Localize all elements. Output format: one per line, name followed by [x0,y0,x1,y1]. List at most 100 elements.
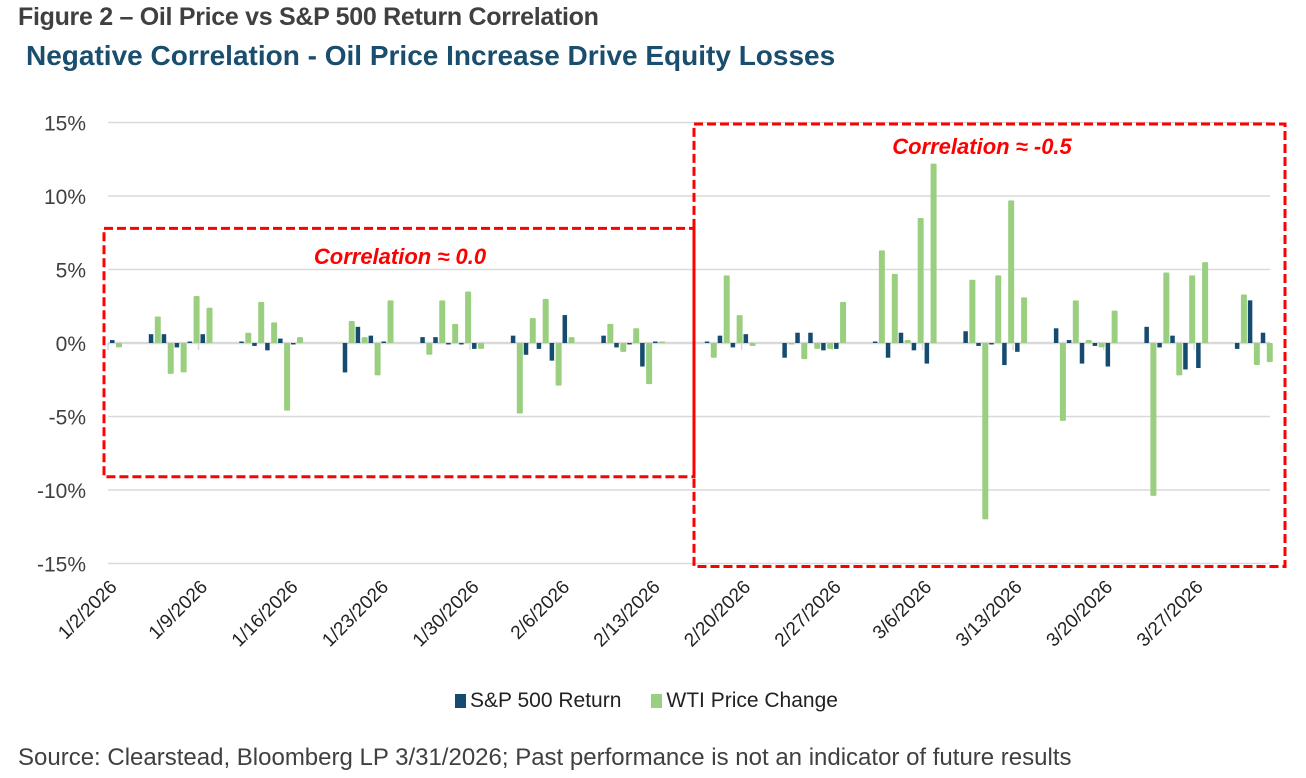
figure-title: Figure 2 – Oil Price vs S&P 500 Return C… [18,3,599,31]
bar-wti [607,323,614,343]
bar-sp500 [976,343,981,346]
bar-sp500 [989,343,994,345]
bar-sp500 [627,343,632,345]
bar-sp500 [1247,300,1253,343]
bar-wti [1189,275,1196,343]
bar-wti [840,301,847,343]
bar-wti [633,328,640,343]
bar-sp500 [963,331,968,343]
bar-sp500 [924,343,930,364]
bar-wti [917,218,924,343]
bar-wti [659,341,666,343]
bar-sp500 [653,341,658,343]
bar-wti [555,343,562,386]
chart-subtitle: Negative Correlation - Oil Price Increas… [26,40,836,71]
bar-wti [736,315,743,343]
bar-wti [930,163,937,343]
bar-sp500 [536,343,542,349]
bar-wti [258,301,265,343]
bar-wti [827,343,834,349]
bar-wti [801,343,808,360]
legend-label-sp500: S&P 500 Return [470,689,622,712]
bar-wti [749,343,756,346]
y-tick-label: 10% [44,186,86,209]
bar-wti [167,343,174,374]
bar-wti [116,343,122,348]
bar-sp500 [446,343,451,345]
y-tick-label: -5% [49,407,86,430]
annotation-box [692,122,1287,568]
bar-sp500 [472,343,477,349]
x-tick-label: 2/20/2026 [680,577,755,652]
bar-sp500 [161,334,167,343]
x-tick-label: 1/23/2026 [318,577,393,652]
legend-swatch-wti [651,694,663,708]
bar-sp500 [368,335,374,343]
bar-wti [904,340,911,343]
bar-sp500 [523,343,529,355]
x-tick-label: 3/27/2026 [1133,577,1208,652]
bar-sp500 [239,341,244,343]
x-tick-label: 2/6/2026 [507,577,574,644]
bar-sp500 [342,343,348,373]
bar-wti [348,320,355,343]
bar-sp500 [821,343,826,351]
bar-sp500 [355,326,361,343]
bar-sp500 [640,343,645,367]
legend-item-wti: WTI Price Change [651,689,838,713]
annotation-label: Correlation ≈ 0.0 [314,244,487,269]
x-tick-label: 1/2/2026 [54,577,121,644]
bar-sp500 [704,341,710,343]
bar-sp500 [1183,343,1188,370]
bar-sp500 [808,332,813,343]
bar-sp500 [1157,343,1162,348]
bars [110,163,1273,520]
annotations: Correlation ≈ 0.0 Correlation ≈ -0.5 [102,122,1287,568]
bar-wti [878,250,885,343]
x-tick-label: 3/13/2026 [952,577,1027,652]
y-tick-label: -10% [37,480,86,503]
bar-sp500 [1234,343,1240,349]
bar-sp500 [200,334,206,343]
bar-wti [284,343,291,411]
bar-wti [439,300,446,343]
annotation-box [102,226,696,479]
bar-wti [465,291,472,343]
bar-wti [710,343,717,358]
bar-wti [620,343,627,352]
bar-sp500 [911,343,917,351]
bar-wti [788,343,795,345]
bar-wti [1072,300,1079,343]
legend-label-wti: WTI Price Change [666,689,838,712]
bar-sp500 [459,343,464,345]
bar-sp500 [278,338,283,343]
bar-sp500 [1170,335,1175,343]
bar-sp500 [885,343,891,358]
bar-sp500 [433,337,438,343]
bar-wti [1098,343,1105,348]
bar-wti [361,337,368,343]
bar-sp500 [614,343,619,348]
y-tick-label: -15% [37,554,86,577]
bar-wti [245,332,252,343]
bar-sp500 [1260,332,1266,343]
bar-sp500 [148,334,154,343]
bar-wti [1111,310,1118,343]
bar-wti [891,273,898,343]
bar-sp500 [187,341,193,343]
legend: S&P 500 Return WTI Price Change [455,689,868,713]
bar-wti [1176,343,1183,376]
bar-sp500 [1079,343,1085,364]
bar-sp500 [1002,343,1007,366]
x-tick-label: 3/6/2026 [869,577,936,644]
bar-wti [1059,343,1066,421]
bar-wti [995,275,1002,343]
bar-wti [1240,294,1247,343]
x-tick-label: 1/9/2026 [145,577,212,644]
bar-wti [387,300,394,343]
bar-wti [478,343,485,349]
bar-sp500 [110,340,115,343]
source-note: Source: Clearstead, Bloomberg LP 3/31/20… [18,744,1072,771]
bar-wti [1085,340,1092,343]
legend-swatch-sp500 [455,694,466,708]
